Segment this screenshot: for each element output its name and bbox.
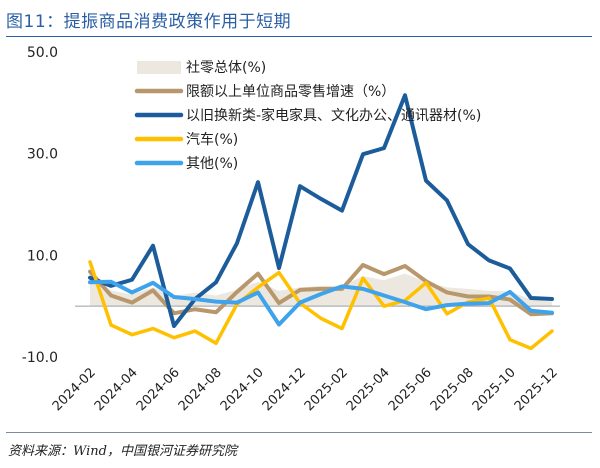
chart-title: 图11：提振商品消费政策作用于短期 <box>6 12 292 32</box>
legend-label: 汽车(%) <box>186 131 238 148</box>
x-tick-label: 2025-08 <box>428 365 477 414</box>
x-tick-label: 2025-12 <box>512 365 561 414</box>
x-tick-label: 2024-10 <box>218 365 267 414</box>
y-tick-label: 30.0 <box>27 147 58 163</box>
x-tick-label: 2024-06 <box>134 365 183 414</box>
source-note: 资料来源：Wind，中国银河证券研究院 <box>8 444 237 459</box>
series-line-3 <box>88 279 554 327</box>
footer-divider <box>6 432 592 433</box>
y-tick-label: -10.0 <box>22 350 58 366</box>
x-tick-label: 2024-12 <box>260 365 309 414</box>
title-divider <box>6 36 592 37</box>
x-tick-label: 2025-04 <box>344 365 393 414</box>
legend-label: 其他(%) <box>186 156 238 172</box>
series-line-2 <box>88 260 554 351</box>
x-tick-label: 2024-08 <box>176 365 225 414</box>
legend-swatch-area <box>137 61 181 74</box>
series-line-1 <box>88 93 554 328</box>
legend-label: 社零总体(%) <box>186 60 266 76</box>
legend-label: 以旧换新类-家电家具、文化办公、通讯器材(%) <box>186 107 481 124</box>
y-tick-label: 50.0 <box>27 45 58 61</box>
y-tick-label: 10.0 <box>27 248 58 264</box>
x-tick-label: 2025-06 <box>386 365 435 414</box>
x-tick-label: 2025-10 <box>470 365 519 414</box>
x-tick-label: 2024-04 <box>92 365 141 414</box>
legend-label: 限额以上单位商品零售增速（%） <box>186 84 395 100</box>
x-tick-label: 2024-02 <box>50 365 99 414</box>
x-tick-label: 2025-02 <box>302 365 351 414</box>
